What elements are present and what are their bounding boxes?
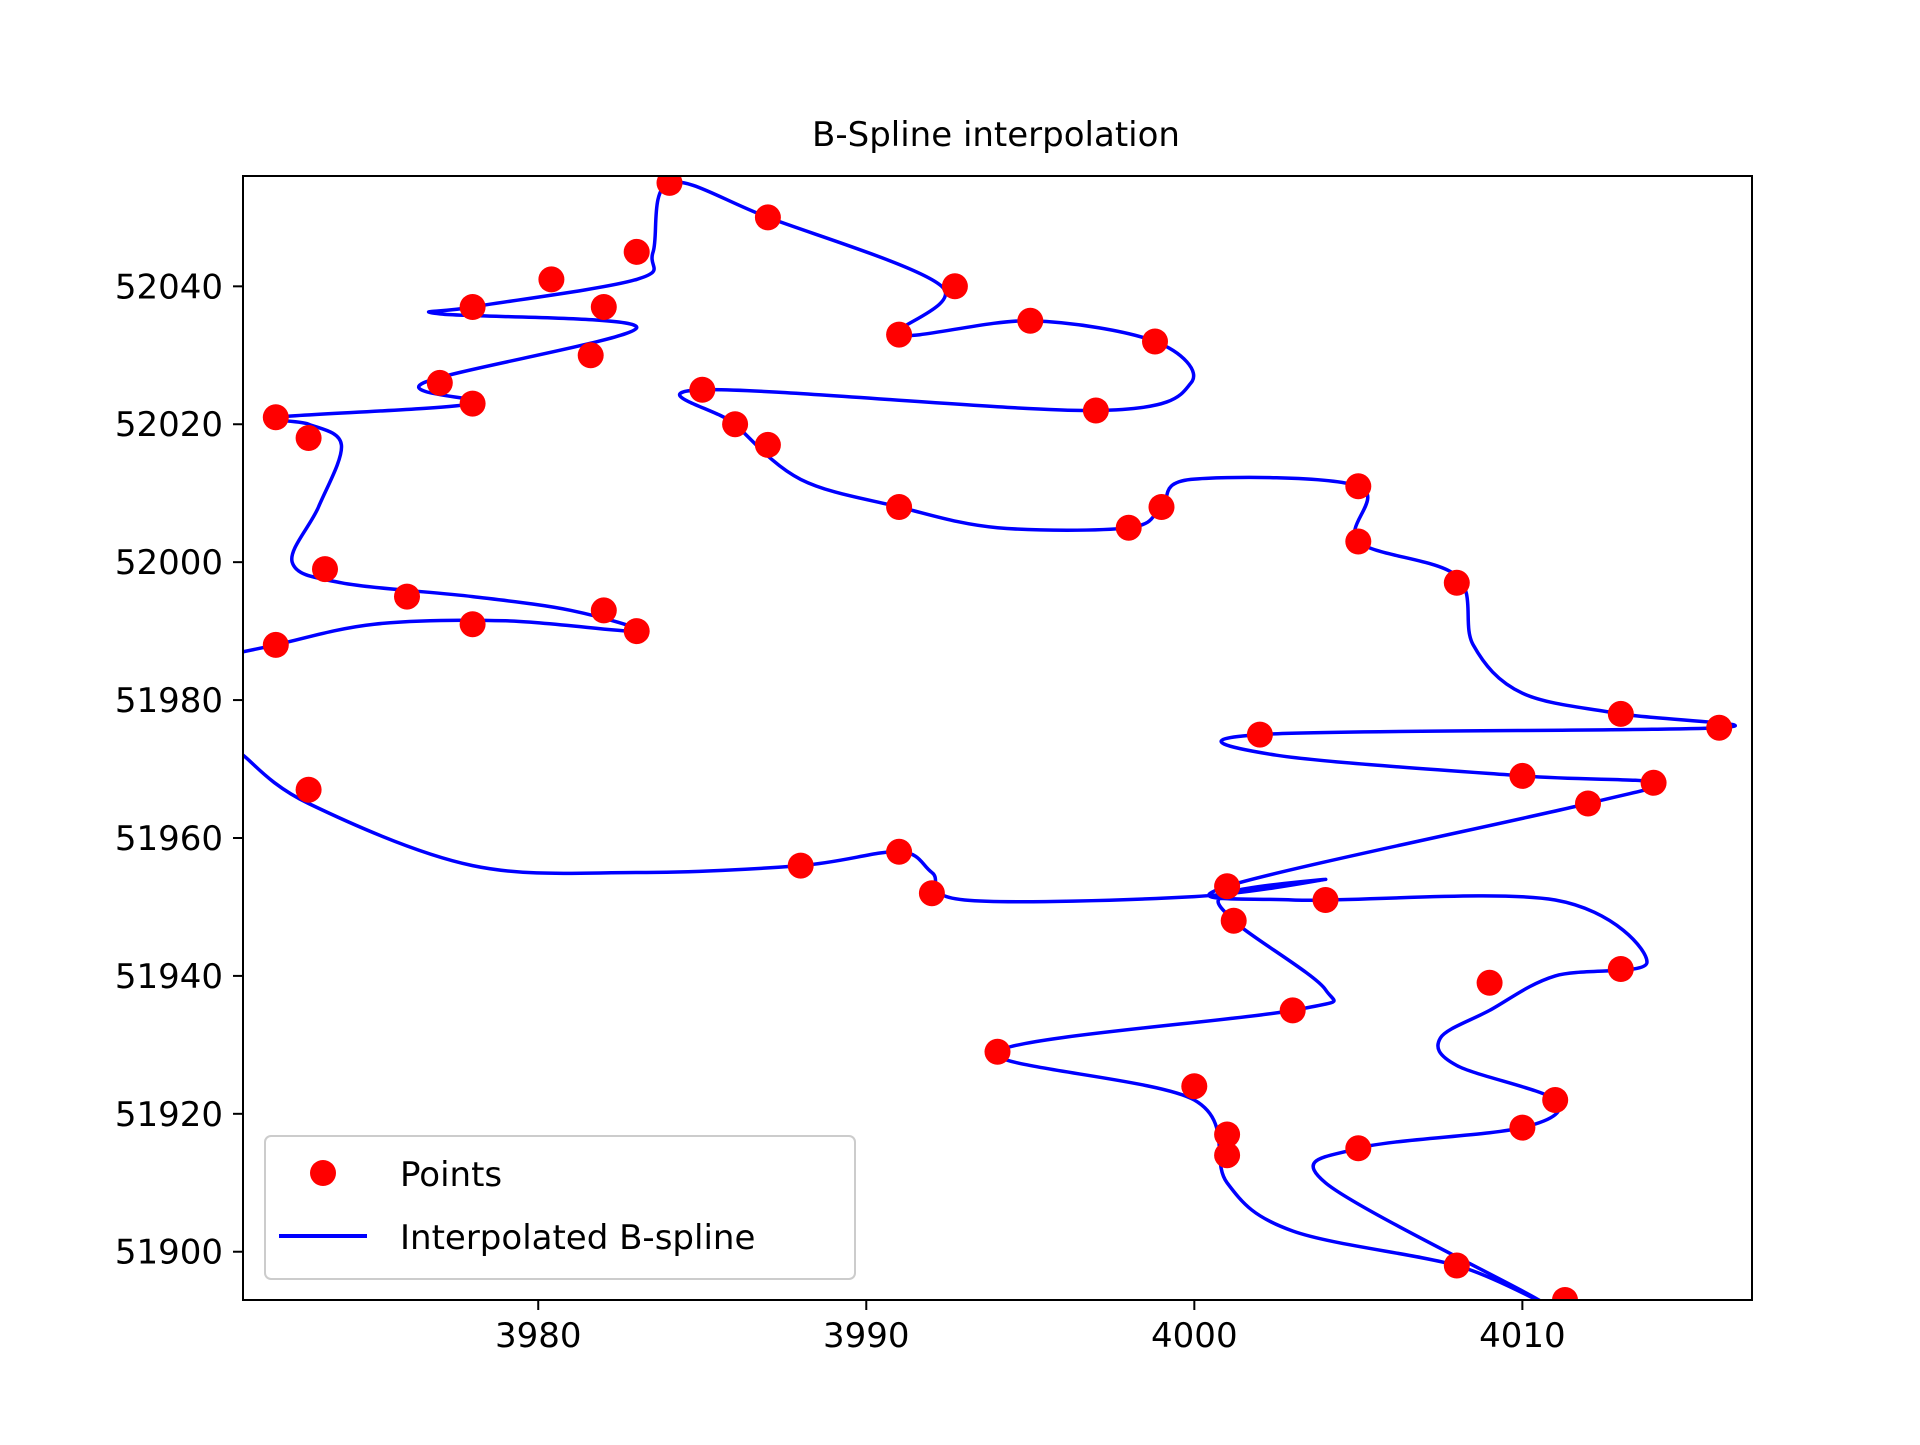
data-point	[886, 321, 913, 348]
legend: Points Interpolated B-spline	[264, 1135, 856, 1280]
data-point	[1542, 1087, 1569, 1113]
data-point	[1082, 397, 1109, 424]
data-point	[787, 852, 814, 879]
legend-points-marker	[310, 1160, 336, 1186]
data-point	[754, 431, 781, 458]
data-point	[1220, 907, 1247, 934]
data-point	[1017, 307, 1044, 334]
data-point	[1279, 997, 1306, 1024]
data-point	[1575, 790, 1601, 817]
y-tick-label: 52000	[115, 543, 223, 583]
data-point	[262, 404, 289, 431]
data-point	[1345, 1135, 1372, 1162]
data-point	[1181, 1073, 1208, 1100]
data-point	[1607, 700, 1634, 727]
axes: 3980 3990 4000 4010 51900 51920 51940 51960 5198…	[115, 175, 1753, 1356]
x-tick-label: 4000	[1151, 1316, 1238, 1356]
chart-title: B-Spline interpolation	[812, 115, 1180, 155]
legend-frame	[264, 1135, 856, 1280]
y-tick-label: 52040	[115, 267, 223, 307]
data-point	[459, 611, 486, 638]
data-point	[1706, 714, 1733, 741]
data-point	[656, 176, 683, 196]
data-point	[689, 376, 716, 403]
data-point	[459, 390, 486, 417]
data-point	[538, 266, 565, 293]
data-point	[1214, 1142, 1241, 1169]
data-point	[295, 425, 322, 451]
y-tick-label: 51900	[115, 1233, 223, 1273]
data-point	[1443, 1252, 1470, 1279]
data-point	[1345, 473, 1372, 500]
plot-clip-group	[243, 176, 1737, 1300]
data-point	[984, 1038, 1011, 1065]
data-point	[295, 776, 322, 803]
data-point	[1476, 969, 1503, 996]
data-point	[1640, 769, 1667, 796]
axes-frame	[242, 175, 1753, 1301]
x-tick-label: 4010	[1479, 1316, 1566, 1356]
data-point	[623, 618, 650, 645]
legend-points-label: Points	[400, 1155, 502, 1195]
y-tick-label: 52020	[115, 405, 223, 445]
legend-spline-label: Interpolated B-spline	[400, 1218, 755, 1258]
y-tick-label: 51920	[115, 1095, 223, 1135]
data-point	[426, 369, 453, 396]
data-point	[1148, 494, 1175, 520]
data-point	[1509, 762, 1536, 789]
data-point	[1443, 569, 1470, 596]
data-point	[886, 494, 913, 520]
data-point	[394, 583, 420, 610]
data-point	[722, 411, 749, 438]
plot-area	[243, 176, 1737, 1300]
y-tick-label: 51940	[115, 957, 223, 997]
data-point	[577, 342, 604, 369]
data-point	[1509, 1114, 1536, 1141]
data-point	[1552, 1287, 1578, 1300]
data-point	[941, 273, 968, 300]
data-point	[754, 204, 781, 231]
data-point	[1115, 514, 1142, 541]
data-point	[1607, 956, 1634, 982]
x-tick-label: 3980	[495, 1316, 582, 1356]
x-tick-label: 3990	[823, 1316, 910, 1356]
data-point	[459, 294, 486, 320]
data-point	[590, 294, 617, 320]
data-point	[590, 597, 617, 624]
data-point	[312, 556, 338, 583]
data-point	[1214, 1121, 1241, 1148]
data-point	[1312, 887, 1339, 913]
data-point	[1142, 328, 1168, 355]
y-tick-label: 51980	[115, 681, 223, 721]
data-point	[886, 838, 913, 865]
data-point	[262, 631, 289, 658]
data-point	[918, 880, 945, 907]
data-point	[1214, 873, 1241, 900]
data-point	[1345, 528, 1372, 555]
data-point	[623, 238, 650, 265]
y-tick-label: 51960	[115, 819, 223, 859]
data-point	[1246, 721, 1273, 748]
